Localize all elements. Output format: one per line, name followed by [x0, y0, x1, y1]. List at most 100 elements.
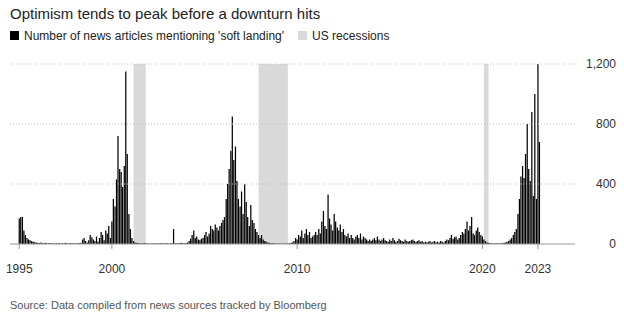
bar — [219, 226, 220, 244]
bar — [454, 237, 455, 244]
bar — [449, 238, 450, 244]
x-tick — [19, 244, 20, 249]
bar — [93, 240, 94, 245]
bar — [344, 235, 345, 244]
plot-area — [19, 64, 540, 244]
bar — [452, 239, 453, 244]
bar — [122, 187, 123, 244]
x-tick — [111, 244, 112, 249]
bar — [216, 228, 217, 245]
legend-swatch — [298, 31, 307, 40]
bar — [173, 229, 174, 244]
bar — [125, 72, 126, 245]
bar — [366, 240, 367, 245]
bar — [252, 220, 253, 244]
bar — [119, 169, 120, 244]
bar — [193, 231, 194, 245]
bar — [96, 237, 97, 245]
bar — [412, 240, 413, 245]
bar — [229, 169, 230, 244]
bar — [332, 231, 333, 245]
bar — [510, 240, 511, 245]
source: Source: Data compiled from news sources … — [10, 299, 327, 311]
bar — [358, 238, 359, 244]
bar — [317, 235, 318, 244]
bar — [327, 195, 328, 245]
bar — [198, 240, 199, 245]
chart-container: Optimism tends to peak before a downturn… — [0, 0, 624, 317]
bar — [196, 237, 197, 245]
bar — [398, 239, 399, 244]
bar — [528, 169, 529, 244]
x-tick-label: 2023 — [525, 262, 552, 276]
bar — [90, 235, 91, 244]
bar — [476, 231, 477, 245]
bar — [363, 237, 364, 245]
bar — [364, 238, 365, 244]
bar — [537, 64, 538, 244]
bar — [455, 237, 456, 245]
bar — [335, 222, 336, 245]
bar — [533, 196, 534, 244]
bar — [337, 228, 338, 245]
bar — [517, 214, 518, 244]
bar — [457, 240, 458, 245]
bar — [22, 217, 23, 244]
bar — [340, 225, 341, 245]
bar — [351, 235, 352, 244]
bar — [314, 235, 315, 244]
bar — [312, 237, 313, 245]
bar — [343, 229, 344, 244]
bar — [258, 235, 259, 244]
bar — [369, 240, 370, 245]
bar — [480, 235, 481, 244]
bar — [462, 232, 463, 244]
bar — [297, 240, 298, 245]
bar — [213, 231, 214, 245]
bar — [209, 234, 210, 245]
bar — [195, 238, 196, 244]
bar — [361, 240, 362, 245]
bar — [341, 232, 342, 244]
bar — [235, 147, 236, 245]
bar — [253, 223, 254, 244]
y-tick-label: 1,200 — [586, 57, 616, 71]
bar — [392, 238, 393, 244]
bar — [20, 217, 21, 244]
bar — [338, 231, 339, 245]
bar — [459, 238, 460, 244]
x-tick-label: 2010 — [284, 262, 311, 276]
bar — [310, 238, 311, 244]
bar — [519, 199, 520, 244]
bar — [516, 229, 517, 244]
bar — [334, 214, 335, 244]
bar — [121, 172, 122, 244]
bar — [307, 235, 308, 244]
grid-line — [10, 184, 575, 185]
bar — [418, 240, 419, 244]
bar — [465, 229, 466, 244]
x-tick-label: 2020 — [469, 262, 496, 276]
bar — [26, 238, 27, 244]
bar — [246, 202, 247, 244]
bar — [355, 237, 356, 245]
bar — [111, 222, 112, 245]
y-tick-label: 800 — [596, 117, 616, 131]
bar — [210, 226, 211, 244]
bar — [306, 229, 307, 244]
legend-label: Number of news articles mentioning 'soft… — [24, 29, 284, 43]
bar — [261, 235, 262, 244]
bar — [347, 234, 348, 245]
bar — [389, 240, 390, 245]
bar — [29, 240, 30, 244]
bar — [309, 232, 310, 244]
bar — [477, 228, 478, 245]
x-tick-label: 1995 — [6, 262, 33, 276]
bar — [110, 238, 111, 244]
x-tick — [482, 244, 483, 249]
bar — [114, 207, 115, 245]
x-tick-label: 2000 — [99, 262, 126, 276]
bar — [323, 211, 324, 244]
bar — [28, 240, 29, 245]
bar — [255, 229, 256, 244]
